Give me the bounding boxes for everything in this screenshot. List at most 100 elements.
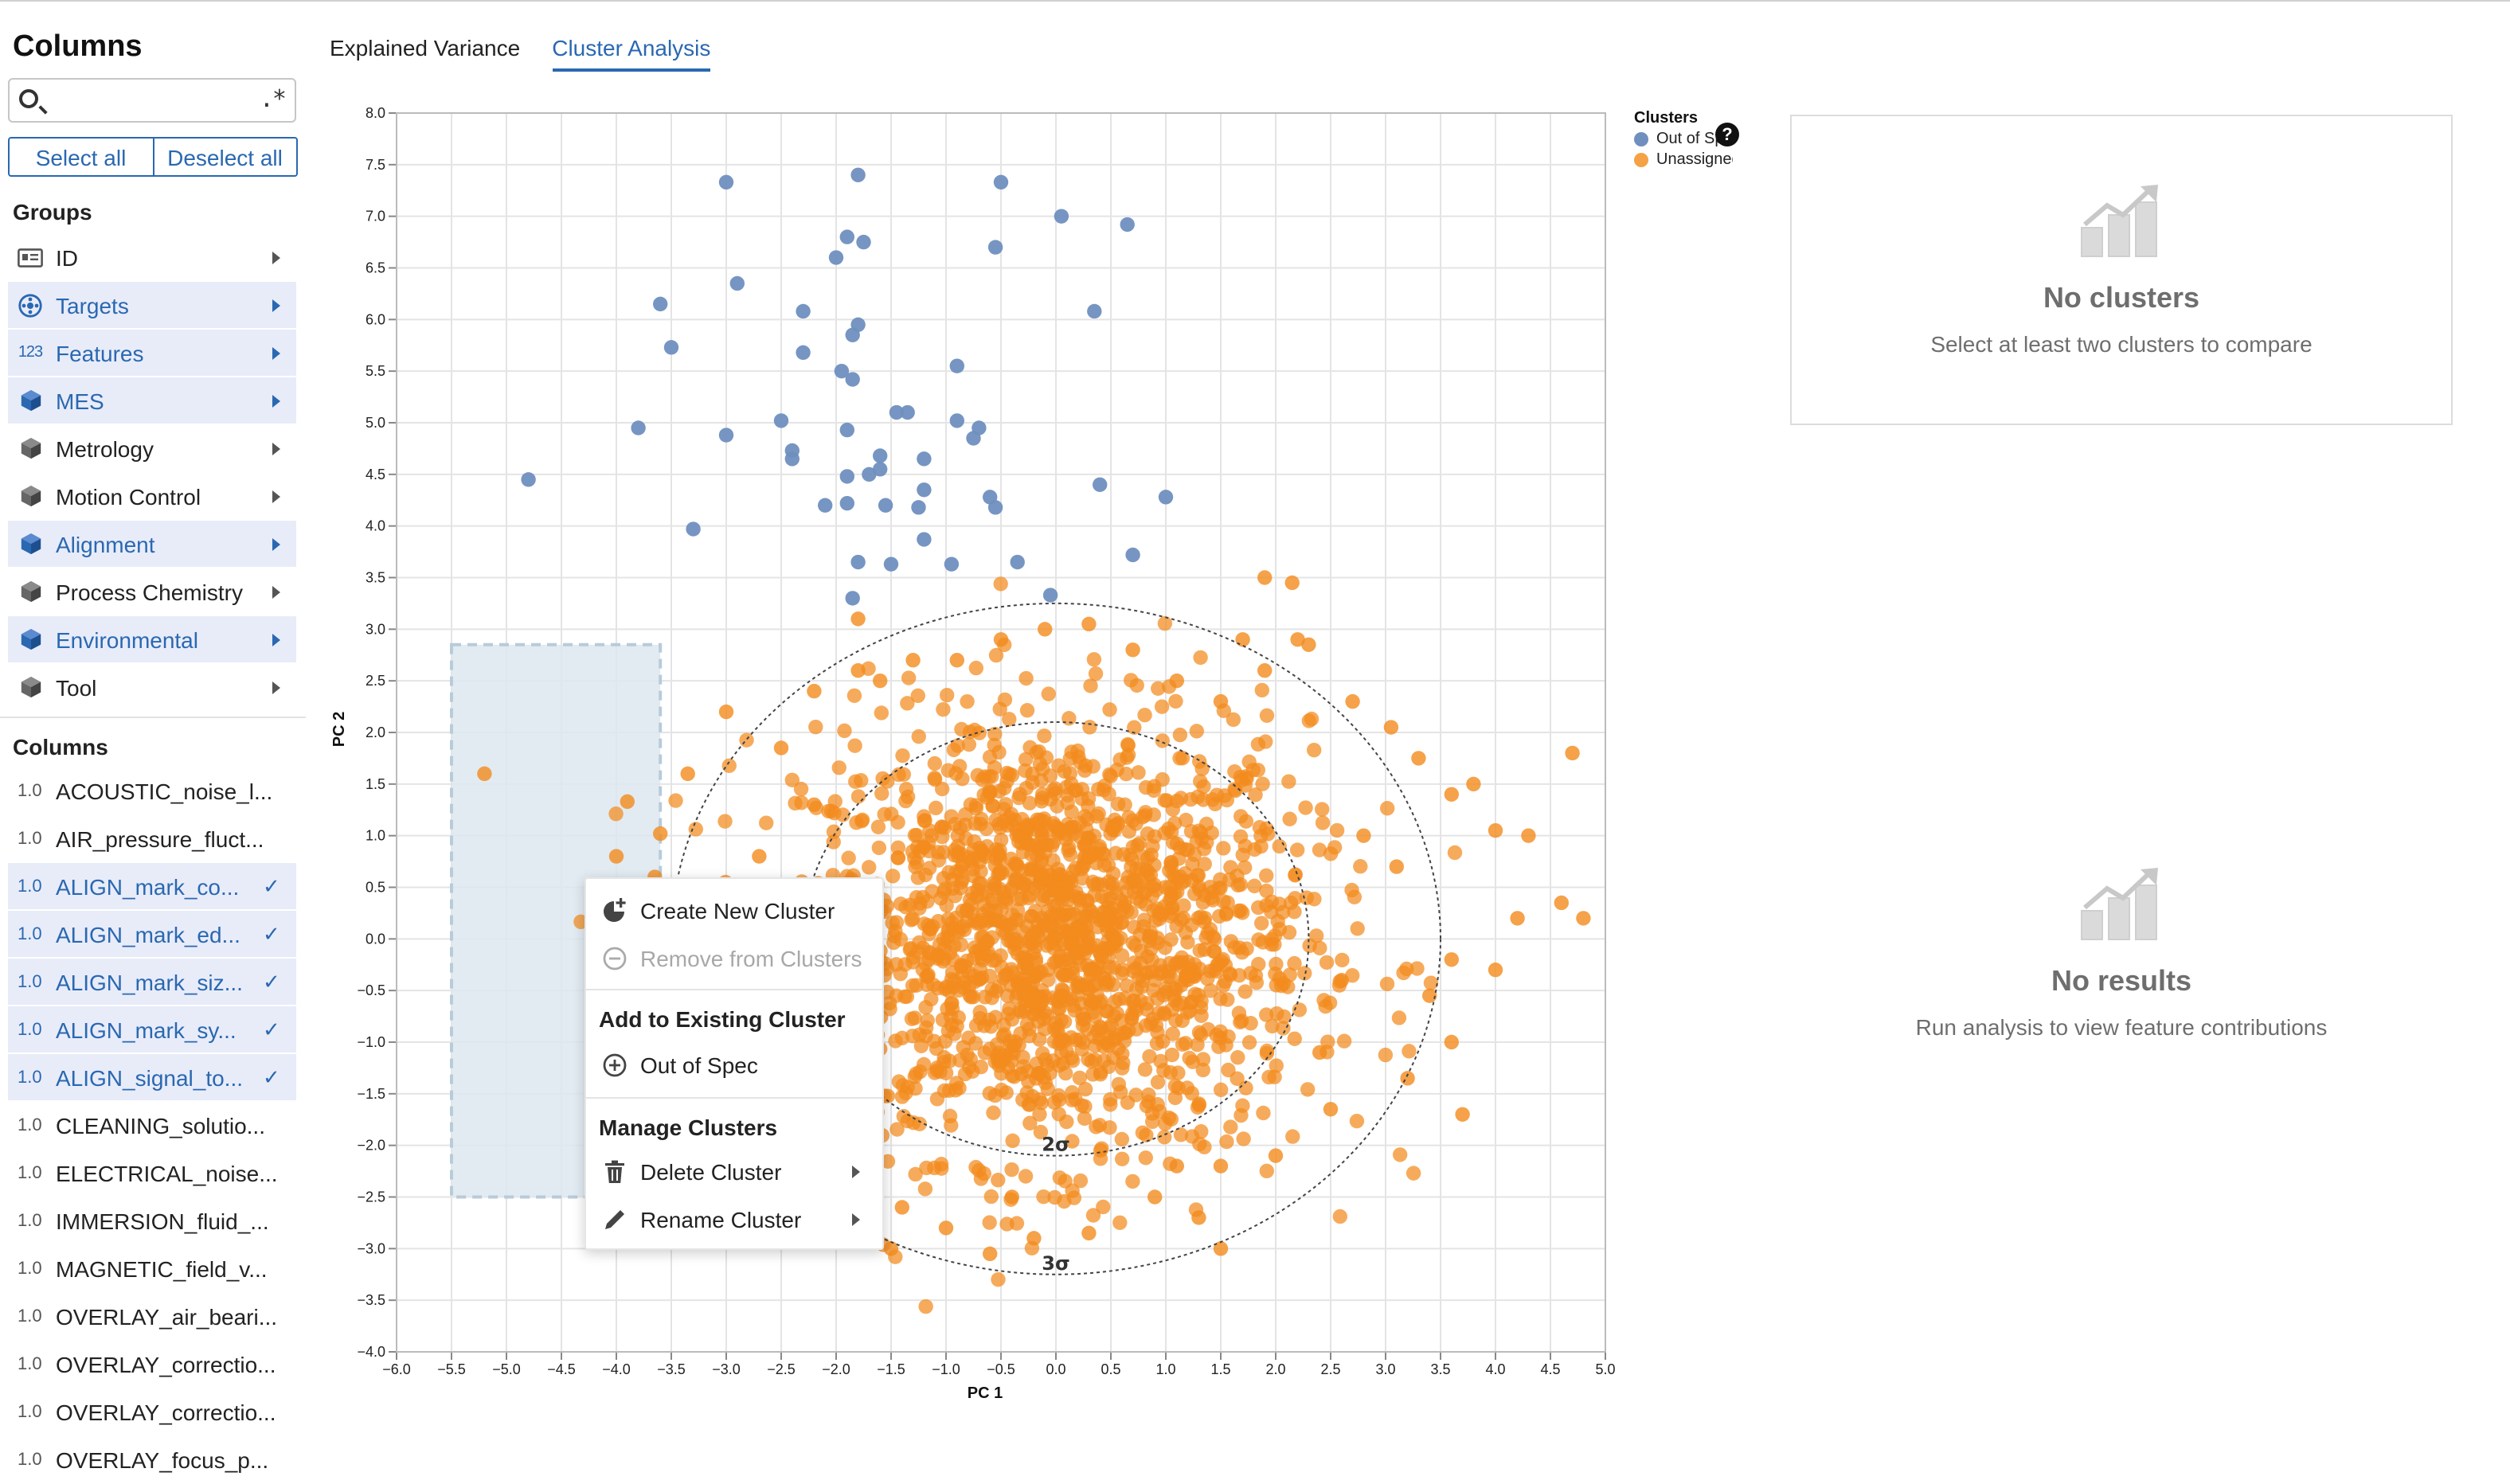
chevron-right-icon[interactable] <box>272 346 280 359</box>
tab-cluster-analysis[interactable]: Cluster Analysis <box>552 35 711 72</box>
unassigned-point <box>1056 989 1071 1004</box>
chevron-right-icon[interactable] <box>272 394 280 407</box>
add-to-existing-header: Add to Existing Cluster <box>599 1006 846 1032</box>
group-item-label: ID <box>56 244 78 270</box>
unassigned-point <box>960 693 975 709</box>
group-item-id[interactable]: ID <box>8 234 296 280</box>
unassigned-point <box>1213 1158 1229 1174</box>
chevron-right-icon[interactable] <box>272 442 280 455</box>
chevron-right-icon[interactable] <box>272 299 280 311</box>
unassigned-point <box>1082 720 1097 735</box>
group-item-process-chemistry[interactable]: Process Chemistry <box>8 568 296 615</box>
column-item[interactable]: 1.0 ALIGN_mark_siz... ✓ <box>8 959 296 1005</box>
chevron-right-icon[interactable] <box>272 490 280 502</box>
column-item[interactable]: 1.0 ACOUSTIC_noise_l... <box>8 767 296 814</box>
chevron-right-icon[interactable] <box>272 251 280 264</box>
unassigned-point <box>1192 882 1207 897</box>
unassigned-point <box>1128 961 1144 976</box>
unassigned-point <box>890 840 906 855</box>
search-box[interactable]: .* <box>8 78 296 123</box>
unassigned-point <box>1061 711 1077 726</box>
rename-cluster-item[interactable]: Rename Cluster <box>586 1199 882 1240</box>
x-tick-label: 3.0 <box>1375 1361 1395 1377</box>
unassigned-point <box>956 974 972 990</box>
select-all-button[interactable]: Select all <box>8 137 154 177</box>
group-item-mes[interactable]: MES <box>8 377 296 424</box>
unassigned-point <box>951 1010 966 1025</box>
unassigned-point <box>886 869 901 884</box>
column-item[interactable]: 1.0 OVERLAY_correctio... <box>8 1341 296 1387</box>
chevron-right-icon[interactable] <box>272 585 280 598</box>
cube-icon <box>18 483 43 509</box>
unassigned-point <box>1065 1053 1081 1068</box>
unassigned-point <box>1073 1173 1089 1189</box>
no-results-title: No results <box>2051 965 2192 997</box>
column-item[interactable]: 1.0 OVERLAY_focus_p... <box>8 1436 296 1482</box>
unassigned-point <box>848 774 863 789</box>
unassigned-point <box>1171 1065 1186 1080</box>
unassigned-point <box>968 1036 983 1051</box>
column-item-label: AIR_pressure_fluct... <box>56 826 264 851</box>
group-item-motion-control[interactable]: Motion Control <box>8 473 296 519</box>
unassigned-point <box>994 902 1009 917</box>
legend-label: Out of Spec <box>1656 131 1733 148</box>
unassigned-point <box>1085 874 1101 890</box>
regex-toggle-icon[interactable]: .* <box>259 84 287 113</box>
search-input[interactable] <box>51 84 261 119</box>
column-item[interactable]: 1.0 ELECTRICAL_noise... <box>8 1150 296 1196</box>
column-item[interactable]: 1.0 MAGNETIC_field_v... <box>8 1245 296 1291</box>
unassigned-point <box>905 1115 921 1131</box>
unassigned-point <box>1115 1060 1130 1076</box>
group-item-targets[interactable]: Targets <box>8 282 296 328</box>
unassigned-point <box>1322 995 1338 1010</box>
unassigned-point <box>1065 1134 1080 1149</box>
column-item[interactable]: 1.0 OVERLAY_air_beari... <box>8 1293 296 1339</box>
deselect-all-button[interactable]: Deselect all <box>154 137 298 177</box>
tab-explained-variance[interactable]: Explained Variance <box>330 35 521 61</box>
unassigned-point <box>1137 1062 1153 1077</box>
column-item[interactable]: 1.0 AIR_pressure_fluct... <box>8 815 296 861</box>
unassigned-point <box>898 781 914 797</box>
checkmark-icon: ✓ <box>263 969 280 993</box>
unassigned-point <box>974 811 989 827</box>
column-item[interactable]: 1.0 CLEANING_solutio... <box>8 1102 296 1148</box>
unassigned-point <box>933 1157 949 1172</box>
unassigned-point <box>1157 1130 1172 1145</box>
group-item-environmental[interactable]: Environmental <box>8 616 296 662</box>
out-of-spec-point <box>856 234 871 250</box>
group-item-tool[interactable]: Tool <box>8 664 296 710</box>
group-item-metrology[interactable]: Metrology <box>8 425 296 471</box>
out-of-spec-point <box>878 498 893 513</box>
out-of-spec-point <box>839 229 855 244</box>
chevron-right-icon[interactable] <box>272 633 280 646</box>
no-results-state: No results Run analysis to view feature … <box>1790 866 2453 1040</box>
column-item[interactable]: 1.0 ALIGN_mark_ed... ✓ <box>8 911 296 957</box>
column-item[interactable]: 1.0 ALIGN_mark_co... ✓ <box>8 863 296 909</box>
add-to-out-of-spec-item[interactable]: Out of Spec <box>586 1045 882 1086</box>
column-item[interactable]: 1.0 ALIGN_signal_to... ✓ <box>8 1054 296 1100</box>
create-cluster-item[interactable]: Create New Cluster <box>586 890 882 931</box>
unassigned-point <box>1088 666 1104 681</box>
unassigned-point <box>1259 1045 1275 1061</box>
unassigned-point <box>1319 955 1335 970</box>
group-item-alignment[interactable]: Alignment <box>8 521 296 567</box>
unassigned-point <box>1297 966 1312 981</box>
delete-cluster-item[interactable]: Delete Cluster <box>586 1151 882 1193</box>
sidebar-divider <box>0 717 306 718</box>
group-item-features[interactable]: 123 Features <box>8 330 296 376</box>
legend-dot-icon <box>1634 132 1648 146</box>
unassigned-point <box>1444 952 1460 967</box>
help-icon[interactable]: ? <box>1715 123 1739 146</box>
column-item[interactable]: 1.0 OVERLAY_correctio... <box>8 1388 296 1435</box>
legend-item-out-of-spec[interactable]: Out of Spec <box>1634 129 1733 150</box>
legend-item-unassigned[interactable]: Unassigned <box>1634 150 1733 170</box>
out-of-spec-point <box>828 250 844 265</box>
chevron-right-icon[interactable] <box>272 537 280 550</box>
unassigned-point <box>1105 866 1121 881</box>
chevron-right-icon[interactable] <box>272 681 280 693</box>
unassigned-point <box>945 965 960 980</box>
out-of-spec-point <box>834 363 850 379</box>
unassigned-point <box>1253 828 1269 844</box>
column-item[interactable]: 1.0 IMMERSION_fluid_... <box>8 1197 296 1244</box>
column-item[interactable]: 1.0 ALIGN_mark_sy... ✓ <box>8 1006 296 1052</box>
